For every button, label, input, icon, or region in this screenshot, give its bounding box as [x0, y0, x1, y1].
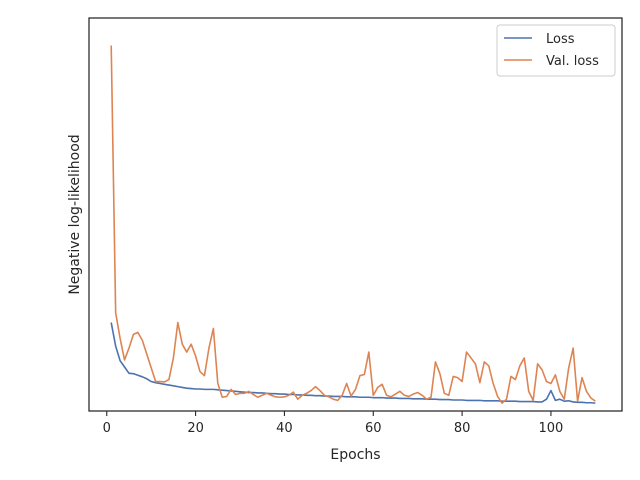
- legend: Loss Val. loss: [496, 24, 616, 77]
- series-line-val-loss: [110, 45, 596, 404]
- plot-area: 0 20 40 60 80 100: [88, 17, 623, 436]
- axes-frame: [88, 17, 623, 412]
- x-tick-label: 80: [454, 421, 471, 436]
- x-tick-label: 20: [187, 421, 204, 436]
- legend-label-loss: Loss: [546, 32, 575, 47]
- legend-label-val-loss: Val. loss: [546, 54, 599, 69]
- y-axis-label: Negative log-likelihood: [67, 134, 83, 294]
- x-axis-label: Epochs: [330, 447, 380, 463]
- x-tick-label: 60: [365, 421, 382, 436]
- x-tick-label: 100: [539, 421, 564, 436]
- x-ticks: 0 20 40 60 80 100: [103, 411, 564, 436]
- series-layer: [110, 45, 596, 404]
- series-line-loss: [110, 322, 596, 404]
- x-tick-label: 0: [103, 421, 111, 436]
- x-tick-label: 40: [276, 421, 293, 436]
